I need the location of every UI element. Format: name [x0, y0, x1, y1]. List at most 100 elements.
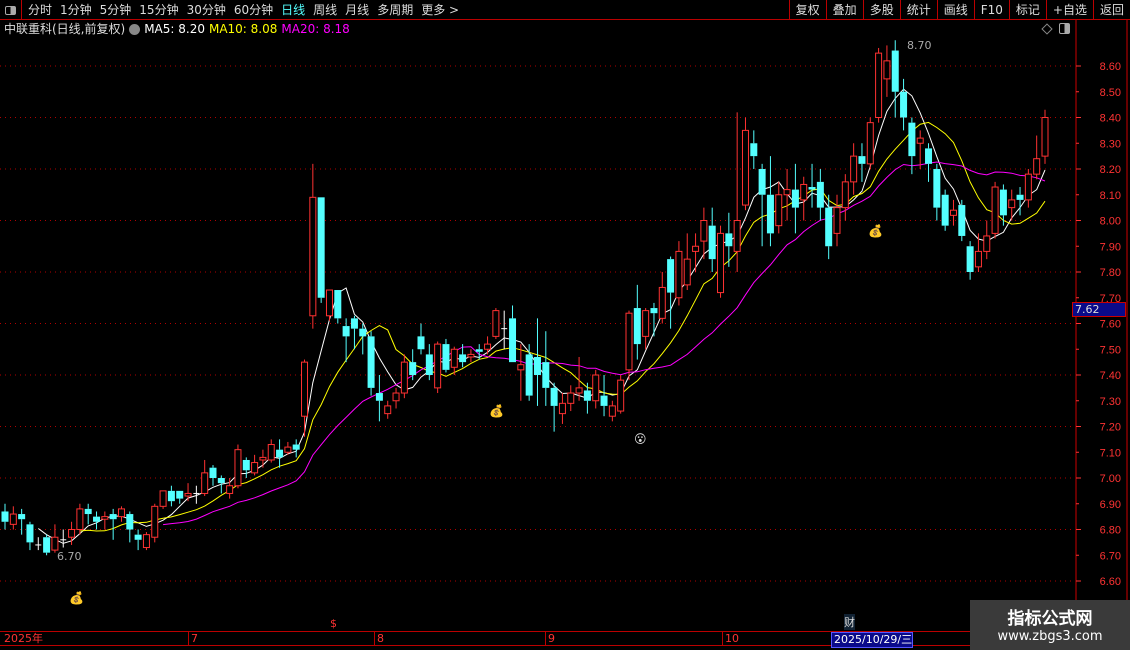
candle-up [251, 462, 259, 474]
candle-up [692, 245, 700, 252]
candle-up [101, 516, 109, 520]
candle-up [267, 444, 275, 461]
y-tick-label: 8.00 [1100, 216, 1121, 228]
candle-down [808, 187, 816, 190]
y-tick-label: 7.60 [1100, 319, 1121, 331]
candle-up [68, 529, 76, 538]
candle-down [442, 344, 450, 370]
candle-up [1008, 199, 1016, 209]
period-tab[interactable]: 周线 [313, 3, 338, 17]
period-tab[interactable]: 多周期 [377, 3, 414, 17]
toolbar-button[interactable]: 返回 [1092, 0, 1130, 20]
candle-down [633, 308, 641, 345]
period-tab[interactable]: 月线 [345, 3, 370, 17]
candle-up [558, 402, 566, 415]
y-tick-label: 8.50 [1100, 87, 1121, 99]
candle-down [93, 516, 101, 522]
candle-up [467, 353, 475, 358]
period-tab[interactable]: 30分钟 [186, 3, 226, 17]
candle-up [675, 250, 683, 299]
candle-down [525, 354, 533, 396]
candle-down [600, 395, 608, 406]
money-bag-icon: 💰 [868, 224, 883, 238]
candle-down [425, 354, 433, 375]
candle-up [301, 361, 309, 417]
candle-up [592, 374, 600, 402]
candle-down [999, 189, 1007, 216]
candle-up [608, 405, 616, 417]
dropdown-icon[interactable] [129, 23, 141, 35]
period-tab[interactable]: 分时 [28, 3, 53, 17]
candle-up [1024, 173, 1032, 201]
candle-down [26, 524, 34, 543]
candle-up [717, 232, 725, 294]
candle-down [459, 354, 467, 363]
panel-toggle-button[interactable] [0, 0, 22, 20]
candle-down [816, 181, 824, 208]
y-tick-label: 7.70 [1100, 293, 1121, 305]
candle-down [176, 490, 184, 499]
candle-down [925, 148, 933, 164]
ma5-value: MA5: 8.20 [144, 22, 205, 36]
candle-down [359, 328, 367, 337]
candle-down [126, 514, 134, 530]
candle-down [1016, 194, 1024, 200]
candle-down [750, 143, 758, 157]
toolbar-button[interactable]: +自选 [1045, 0, 1093, 20]
toolbar-button[interactable]: 标记 [1008, 0, 1046, 20]
period-tab[interactable]: 日线 [281, 3, 306, 17]
period-tab[interactable]: 60分钟 [233, 3, 274, 17]
toolbar-button[interactable]: 画线 [936, 0, 974, 20]
money-bag-icon: 💰 [69, 591, 84, 605]
candle-up [683, 258, 691, 286]
toolbar-button[interactable]: F10 [973, 0, 1009, 20]
candle-down [334, 290, 342, 319]
candle-down [342, 326, 350, 337]
candle-down [550, 387, 558, 406]
candle-up [983, 235, 991, 252]
date-axis: 2025年 7 8 9 10 2025/10/29/三 [0, 631, 1130, 648]
high-price-label: 8.70 [907, 39, 932, 52]
candle-up [492, 310, 500, 337]
stock-title: 中联重科(日线,前复权) [4, 22, 126, 36]
candle-up [800, 183, 808, 201]
y-tick-label: 8.20 [1100, 164, 1121, 176]
candle-up [117, 508, 125, 518]
candle-down [43, 537, 51, 553]
candle-down [350, 318, 358, 329]
candle-down [650, 308, 658, 314]
candle-down [217, 478, 225, 484]
candle-up [201, 472, 209, 494]
candle-up [949, 209, 957, 216]
candle-down [958, 205, 966, 236]
candle-up [142, 534, 150, 549]
period-tab[interactable]: 更多 > [421, 3, 460, 17]
candle-down [766, 194, 774, 234]
date-label: 7 [188, 632, 198, 646]
finance-marker[interactable]: 财 [844, 614, 855, 630]
toolbar-button[interactable]: 统计 [899, 0, 937, 20]
candle-up [733, 220, 741, 252]
candle-up [151, 505, 159, 538]
candle-down [417, 336, 425, 350]
candle-up [284, 446, 292, 453]
period-tab[interactable]: 5分钟 [99, 3, 132, 17]
candle-down [941, 194, 949, 226]
dividend-marker[interactable]: $ [330, 617, 337, 630]
panel-icon[interactable] [1059, 23, 1070, 34]
period-tab[interactable]: 15分钟 [139, 3, 179, 17]
candle-up [184, 492, 192, 497]
period-tab[interactable]: 1分钟 [60, 3, 92, 17]
candle-up [1033, 158, 1041, 175]
toolbar-button[interactable]: 复权 [788, 0, 826, 20]
candle-down [966, 246, 974, 272]
candle-down [542, 362, 550, 388]
indicator-legend: 中联重科(日线,前复权) MA5: 8.20 MA10: 8.08 MA20: … [4, 21, 350, 37]
toolbar-button[interactable]: 叠加 [825, 0, 863, 20]
candle-down [167, 490, 175, 502]
watermark: 指标公式网 www.zbgs3.com [970, 600, 1130, 650]
period-toolbar: 分时 1分钟 5分钟 15分钟 30分钟 60分钟 日线 周线 月线 多周期 更多 > 复权 叠加 多股… [0, 0, 1130, 20]
toolbar-button[interactable]: 多股 [862, 0, 900, 20]
candle-up [400, 361, 408, 394]
